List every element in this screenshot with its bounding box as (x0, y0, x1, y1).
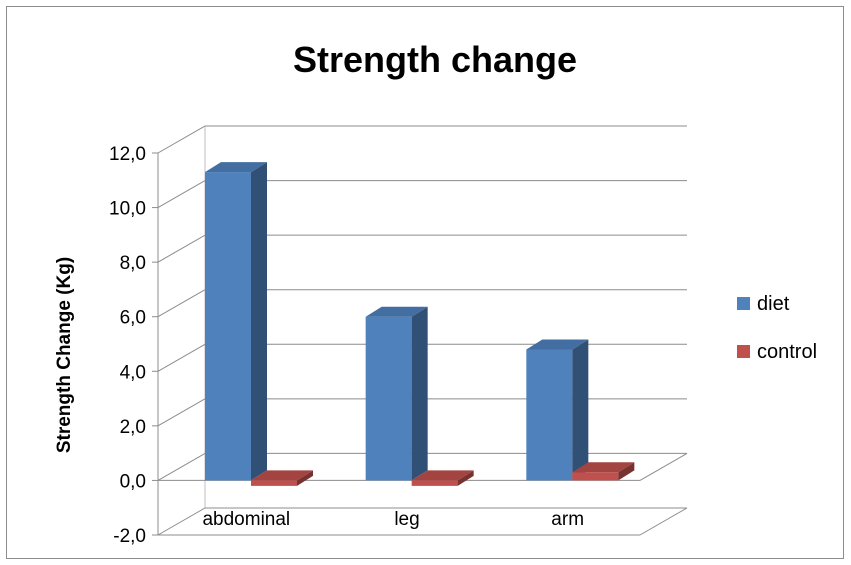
bar-control-abdominal-side (297, 470, 313, 486)
gridline-side (157, 452, 206, 481)
y-tick-label: 2,0 (120, 417, 146, 438)
category-label-leg: leg (394, 509, 419, 530)
category-label-abdominal: abdominal (202, 509, 290, 530)
gridline-side (157, 398, 206, 427)
bars (205, 162, 635, 486)
bar-control-leg-side (457, 470, 474, 486)
y-tick-labels: -2,0 0,0 2,0 4,0 6,0 8,0 10,0 12,0 (109, 144, 146, 547)
gridline-side (157, 180, 206, 209)
bar-control-abdominal-top (251, 470, 313, 481)
bar-control-arm-top (572, 462, 635, 473)
bar-diet-leg-top (365, 306, 428, 317)
bar-diet-leg (365, 306, 428, 481)
bar-control-leg-front (411, 480, 458, 486)
bar-diet-leg-front (365, 316, 412, 481)
gridline-side (157, 125, 206, 154)
gridlines (152, 125, 687, 536)
y-tick-label: 4,0 (120, 362, 146, 383)
gridline-side (157, 289, 206, 318)
bar-control-abdominal-front (251, 480, 297, 486)
y-tick-label: 12,0 (109, 144, 146, 165)
legend-label-control: control (757, 341, 817, 363)
bar-diet-abdominal-front (205, 172, 251, 481)
category-labels: abdominal leg arm (202, 509, 584, 530)
bar-diet-arm (526, 339, 589, 481)
gridline-side (157, 234, 206, 263)
y-tick-label: -2,0 (113, 526, 146, 547)
bar-diet-abdominal (205, 162, 267, 481)
y-tick-label: 10,0 (109, 199, 146, 220)
bar-diet-arm-front (526, 349, 573, 481)
bar-control-arm (572, 462, 635, 481)
category-label-arm: arm (551, 509, 584, 530)
bar-diet-leg-side (411, 306, 428, 481)
bar-diet-abdominal-top (205, 162, 267, 173)
bar-control-arm-front (572, 472, 619, 481)
gridline-side (157, 507, 206, 536)
legend-swatch-control (737, 345, 750, 358)
legend-swatch-diet (737, 297, 750, 310)
zero-floor-right (639, 452, 688, 481)
y-tick-label: 8,0 (120, 253, 146, 274)
bar-control-arm-side (618, 462, 635, 481)
bottom-right-edge (639, 507, 688, 536)
gridline-side (157, 343, 206, 372)
legend-label-diet: diet (757, 293, 790, 315)
y-tick-label: 0,0 (120, 471, 146, 492)
legend: diet control (737, 293, 817, 363)
bar-control-leg (411, 470, 474, 486)
bar-control-leg-top (411, 470, 474, 481)
bar-diet-arm-side (572, 339, 589, 481)
bar-diet-abdominal-side (251, 162, 267, 481)
y-tick-label: 6,0 (120, 308, 146, 329)
chart-title: Strength change (293, 39, 577, 80)
bar-diet-arm-top (526, 339, 589, 350)
y-axis-title: Strength Change (Kg) (54, 257, 75, 453)
bar-control-abdominal (251, 470, 313, 486)
